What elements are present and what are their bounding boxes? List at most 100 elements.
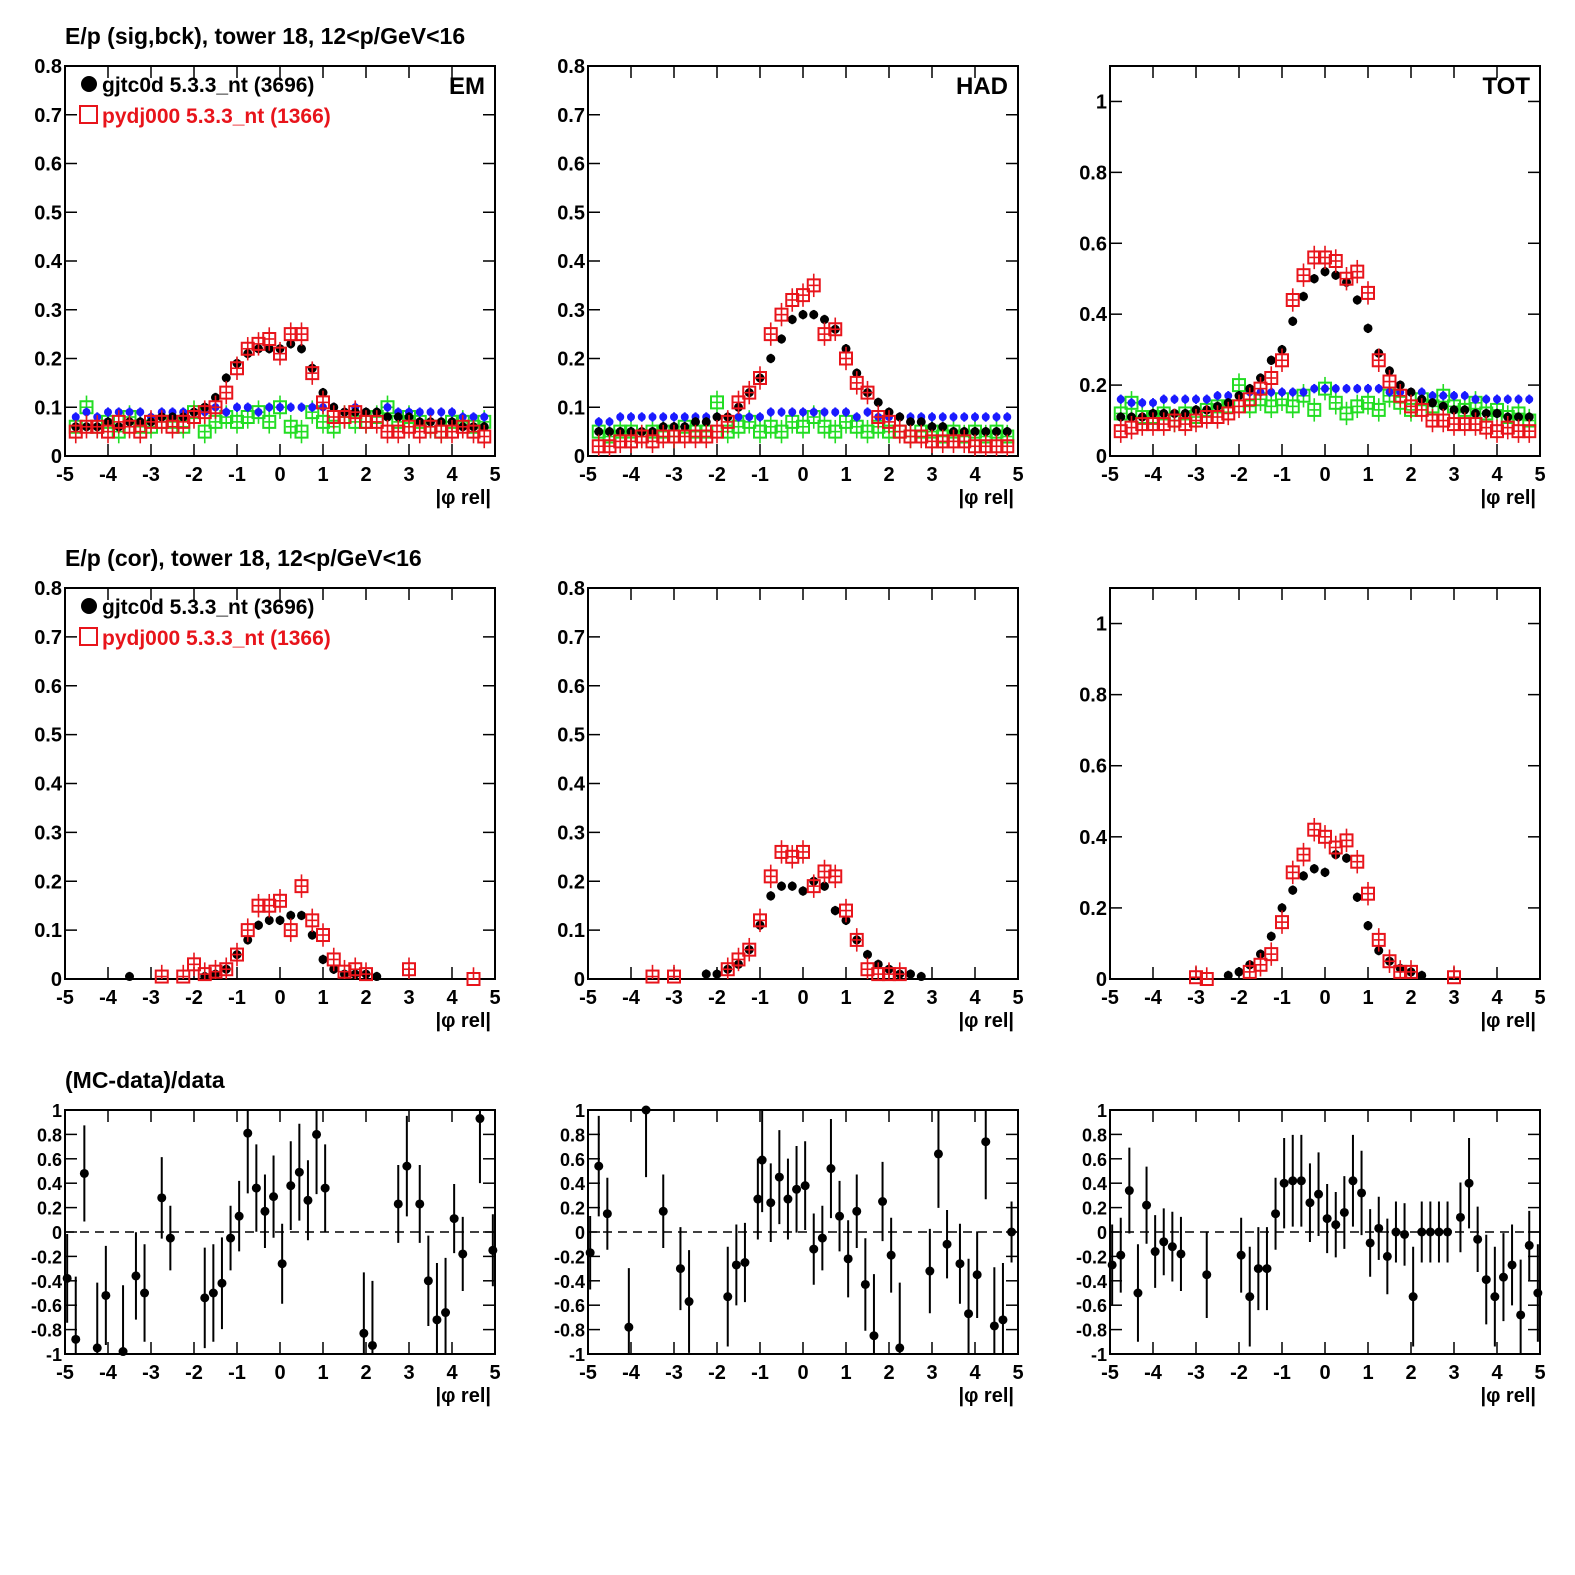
y-tick-label: 0.6 [1079, 756, 1107, 778]
data-point [1516, 1310, 1526, 1320]
data-point [886, 1250, 896, 1260]
data-point [1374, 384, 1383, 393]
data-point [798, 886, 808, 896]
data-point [1524, 1240, 1534, 1250]
data-point [1253, 381, 1268, 396]
y-tick-label: 0.8 [557, 56, 585, 78]
y-tick-label: 0.4 [557, 774, 586, 796]
data-point [1391, 1227, 1401, 1237]
y-tick-label: -0.2 [554, 1247, 585, 1267]
data-point [1199, 972, 1214, 986]
x-axis-label: |φ rel| [435, 487, 491, 509]
y-tick-label: -0.4 [554, 1272, 585, 1292]
x-tick-label: 0 [1319, 987, 1330, 1009]
data-point [1408, 1292, 1418, 1302]
data-point [785, 293, 800, 307]
data-point [1481, 1275, 1491, 1285]
data-point [906, 417, 915, 427]
y-tick-label: 0.4 [34, 774, 63, 796]
y-tick-label: 0.8 [1082, 1125, 1107, 1145]
x-tick-label: 1 [1362, 464, 1373, 486]
y-tick-label: 0.8 [1079, 162, 1107, 184]
data-point [849, 375, 864, 390]
data-point [391, 424, 406, 439]
data-point [273, 346, 287, 361]
x-tick-label: 4 [969, 987, 981, 1009]
data-point [843, 1254, 853, 1264]
data-point [71, 1334, 81, 1344]
x-tick-label: -5 [56, 1362, 74, 1384]
y-tick-label: 0.6 [37, 1150, 62, 1170]
legend-top: gjtc0d 5.3.3_nt (3696) pydj000 5.3.3_nt … [79, 74, 331, 128]
data-point [895, 1343, 905, 1353]
data-point [878, 1197, 888, 1206]
data-point [830, 906, 840, 916]
data-point [122, 419, 137, 434]
plot-frame [587, 587, 1019, 980]
data-point [1481, 408, 1491, 418]
data-point [972, 1270, 982, 1280]
data-point [624, 434, 638, 449]
data-point [1473, 1234, 1483, 1244]
data-point [871, 410, 886, 424]
data-point [1271, 1209, 1281, 1219]
data-point [731, 1260, 741, 1270]
x-tick-label: -4 [99, 464, 118, 486]
data-point [1288, 316, 1298, 326]
data-point [426, 408, 435, 417]
x-tick-label: -3 [142, 464, 160, 486]
data-point [658, 1206, 668, 1216]
data-point [817, 864, 832, 879]
panel-sig-bck-em: 0 0.1 0.2 0.3 0.4 0.5 0.6 0.7 0.8 -5 -4 -3 -2 -1 0 1 2 3 4… [34, 56, 500, 509]
data-point [1299, 388, 1308, 397]
data-point [1357, 1188, 1367, 1198]
series-ratio [62, 1110, 498, 1357]
data-point [133, 424, 148, 439]
data-point [437, 408, 446, 417]
x-tick-label: 3 [926, 464, 937, 486]
data-point [835, 1211, 845, 1221]
data-point [1202, 395, 1211, 404]
data-point [1331, 1220, 1341, 1230]
data-point [1328, 395, 1343, 410]
x-tick-label: -3 [142, 1362, 160, 1384]
legend-data-label: gjtc0d 5.3.3_nt (3696) [102, 74, 314, 97]
data-point [262, 332, 277, 346]
data-point [197, 424, 212, 439]
x-tick-label: -2 [1230, 1362, 1248, 1384]
series-mc [68, 322, 492, 449]
panel-label: TOT [1482, 73, 1530, 100]
data-point [777, 881, 786, 891]
y-tick-label: 0.7 [34, 105, 62, 127]
data-point [766, 1198, 776, 1208]
data-point [1417, 1227, 1427, 1237]
y-tick-label: -0.8 [31, 1321, 62, 1341]
data-point [710, 424, 724, 439]
data-point [938, 422, 948, 432]
data-point [1318, 829, 1332, 844]
series-bck_mc [591, 390, 1015, 449]
data-point [605, 417, 614, 426]
x-tick-label: 2 [1405, 1362, 1416, 1384]
legend-mc-label: pydj000 5.3.3_nt (1366) [102, 627, 331, 650]
data-point [1498, 1272, 1508, 1282]
data-point [763, 419, 778, 434]
data-point [1434, 1227, 1444, 1237]
data-point [1439, 391, 1448, 400]
panel-ratio-had: -1 -0.8 -0.6 -0.4 -0.2 0 0.2 0.4 0.6 0.8 1 -5 -4 -3 -2… [554, 1101, 1024, 1407]
y-tick-label: -1 [569, 1345, 585, 1365]
data-point [273, 400, 287, 415]
data-point [1242, 392, 1257, 407]
data-point [101, 1290, 111, 1300]
panel-sig-bck-tot: 0 0.2 0.4 0.6 0.8 1 -5 -4 -3 -2 -1 0 1 2 3 4 5|φ rel| TOT [1079, 65, 1546, 509]
row-title-cor: E/p (cor), tower 18, 12<p/GeV<16 [65, 545, 422, 571]
data-point [712, 412, 722, 422]
data-point [441, 1308, 451, 1318]
data-point [806, 879, 821, 894]
data-point [1224, 391, 1233, 400]
data-point [1285, 865, 1300, 880]
data-point [783, 1194, 793, 1204]
data-point [316, 414, 330, 429]
data-point [230, 947, 244, 962]
